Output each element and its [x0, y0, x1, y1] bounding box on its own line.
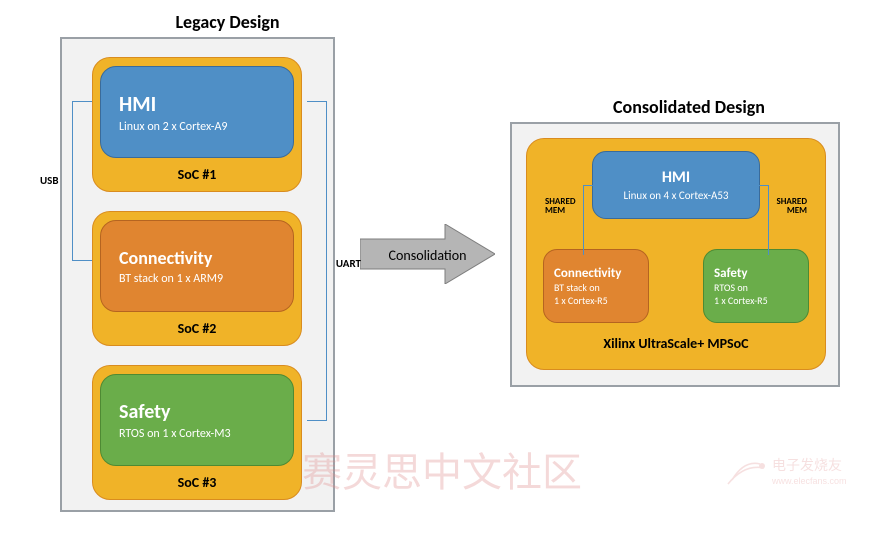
- hmi-title: HMI: [119, 91, 156, 117]
- consolidation-arrow: Consolidation: [360, 224, 495, 301]
- consolidated-connectivity-block: Connectivity BT stack on 1 x Cortex-R5: [543, 249, 649, 323]
- connectivity-subtitle: BT stack on 1 x ARM9: [119, 272, 223, 286]
- consolidated-title: Consolidated Design: [526, 96, 852, 118]
- elecfans-logo: 电子发烧友 www.elecfans.com: [726, 450, 856, 497]
- shared-mem-left-label: SHAREDMEM: [545, 197, 576, 215]
- svg-text:电子发烧友: 电子发烧友: [772, 457, 842, 473]
- usb-connection-line: [72, 101, 92, 261]
- c-safety-sub2: 1 x Cortex-R5: [714, 294, 808, 307]
- c-safety-sub1: RTOS on: [714, 281, 808, 294]
- c-conn-sub2: 1 x Cortex-R5: [554, 294, 648, 307]
- usb-label: USB: [40, 174, 59, 187]
- soc-block-3: Safety RTOS on 1 x Cortex-M3 SoC #3: [92, 365, 302, 500]
- consolidated-panel: Consolidated Design SHAREDMEM SHAREDMEM …: [510, 122, 840, 387]
- uart-connection-line: [307, 101, 327, 421]
- shared-mem-left-line: [583, 185, 597, 255]
- legacy-panel: Legacy Design USB UART HMI Linux on 2 x …: [60, 37, 335, 512]
- svg-text:www.elecfans.com: www.elecfans.com: [771, 476, 847, 486]
- consolidated-safety-block: Safety RTOS on 1 x Cortex-R5: [703, 249, 809, 323]
- safety-block: Safety RTOS on 1 x Cortex-M3: [100, 374, 294, 466]
- consolidated-hmi-sub: Linux on 4 x Cortex-A53: [623, 189, 728, 202]
- shared-mem-right-line: [755, 185, 769, 255]
- soc-block-2: Connectivity BT stack on 1 x ARM9 SoC #2: [92, 211, 302, 346]
- soc2-label: SoC #2: [178, 320, 217, 337]
- hmi-subtitle: Linux on 2 x Cortex-A9: [119, 120, 228, 134]
- hmi-block: HMI Linux on 2 x Cortex-A9: [100, 66, 294, 158]
- c-conn-title: Connectivity: [554, 266, 648, 281]
- safety-subtitle: RTOS on 1 x Cortex-M3: [119, 427, 231, 441]
- mpsoc-block: SHAREDMEM SHAREDMEM HMI Linux on 4 x Cor…: [526, 138, 826, 370]
- connectivity-title: Connectivity: [119, 247, 212, 269]
- soc1-label: SoC #1: [178, 166, 217, 183]
- consolidated-hmi-block: HMI Linux on 4 x Cortex-A53: [592, 151, 760, 219]
- mpsoc-label: Xilinx UltraScale+ MPSoC: [543, 335, 809, 352]
- c-safety-title: Safety: [714, 266, 808, 281]
- consolidated-hmi-title: HMI: [662, 168, 690, 187]
- uart-label: UART: [336, 257, 361, 270]
- soc-block-1: HMI Linux on 2 x Cortex-A9 SoC #1: [92, 57, 302, 192]
- shared-mem-right-label: SHAREDMEM: [776, 197, 807, 215]
- connectivity-block: Connectivity BT stack on 1 x ARM9: [100, 220, 294, 312]
- legacy-title: Legacy Design: [92, 11, 363, 33]
- arrow-label: Consolidation: [389, 247, 467, 264]
- c-conn-sub1: BT stack on: [554, 281, 648, 294]
- safety-title: Safety: [119, 400, 171, 424]
- soc3-label: SoC #3: [178, 474, 217, 491]
